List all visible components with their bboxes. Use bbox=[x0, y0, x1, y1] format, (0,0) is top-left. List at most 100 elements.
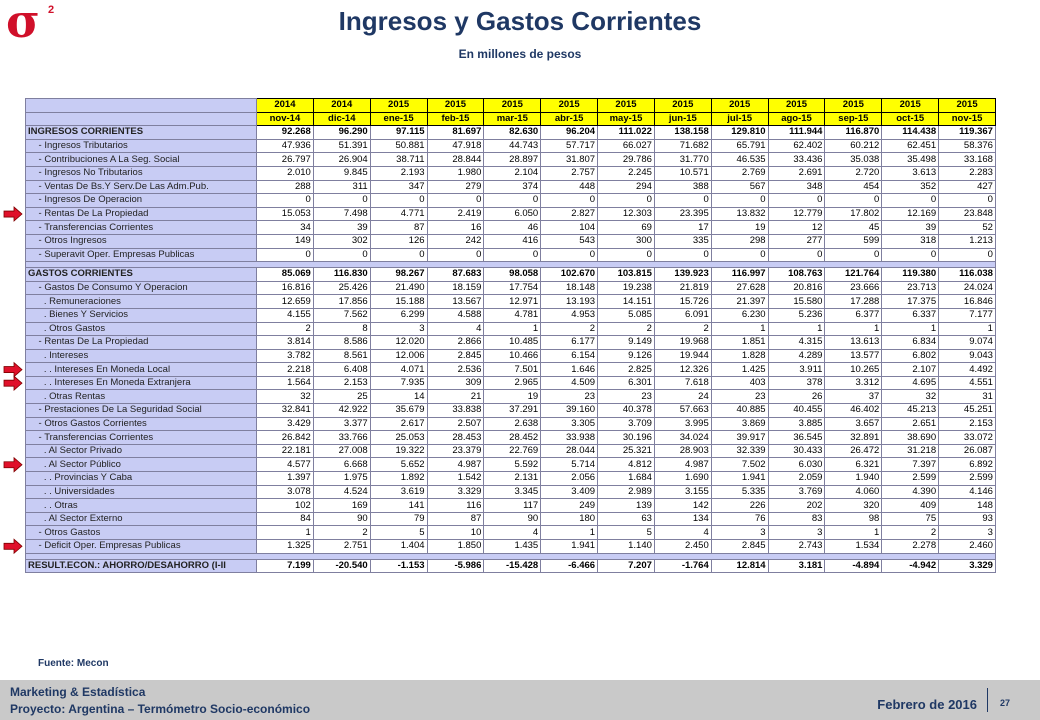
cell: 0 bbox=[767, 193, 826, 208]
page-number: 27 bbox=[1000, 698, 1011, 708]
cell: 20.816 bbox=[767, 280, 826, 296]
cell: 2 bbox=[597, 321, 655, 337]
cell: 0 bbox=[710, 247, 769, 263]
cell: 2.107 bbox=[881, 362, 940, 377]
cell: 3.429 bbox=[256, 416, 314, 432]
cell: 114.438 bbox=[881, 125, 940, 140]
cell: 4.492 bbox=[938, 362, 996, 377]
header-cell: mar-15 bbox=[483, 111, 542, 127]
cell: 1.850 bbox=[426, 539, 485, 554]
header-row: nov-14 dic-14 ene-15 feb-15 mar-15 abr-15 may-… bbox=[25, 111, 996, 127]
cell: 1.941 bbox=[710, 471, 769, 486]
cell: 12.006 bbox=[369, 348, 428, 364]
cell: 108.763 bbox=[767, 267, 826, 282]
cell: 7.498 bbox=[312, 206, 371, 222]
cell: 17.375 bbox=[881, 294, 940, 309]
cell: -1.764 bbox=[653, 558, 712, 574]
cell: 3.657 bbox=[824, 416, 883, 432]
cell: 3.305 bbox=[540, 416, 599, 432]
row-label: . Otros Gastos bbox=[25, 321, 257, 337]
row-label: - Gastos De Consumo Y Operacion bbox=[25, 280, 257, 296]
cell: 0 bbox=[369, 247, 428, 263]
cell: 2 bbox=[256, 321, 314, 337]
cell: 30.196 bbox=[597, 430, 655, 445]
cell: 96.204 bbox=[540, 125, 599, 140]
cell: 10.466 bbox=[483, 348, 542, 364]
cell: 3.345 bbox=[483, 484, 542, 500]
cell: 33.938 bbox=[540, 430, 599, 445]
cell: 26.087 bbox=[938, 443, 996, 459]
cell: 22.181 bbox=[256, 443, 314, 459]
cell: 2.059 bbox=[767, 471, 826, 486]
cell: 93 bbox=[938, 511, 996, 527]
cell: 4 bbox=[653, 525, 712, 540]
subtitle: En millones de pesos bbox=[458, 47, 582, 61]
cell: 98.267 bbox=[369, 267, 428, 282]
row-label: . Remuneraciones bbox=[25, 294, 257, 309]
table-row: . Otros Gastos 2 8 3 4 1 2 2 2 1 1 1 1 1 bbox=[25, 321, 996, 337]
header-cell: abr-15 bbox=[540, 111, 599, 127]
cell: 0 bbox=[597, 247, 655, 263]
cell: 12.971 bbox=[483, 294, 542, 309]
cell: 32 bbox=[881, 389, 940, 405]
cell: 71.682 bbox=[653, 138, 712, 154]
table-row: . Otras Rentas 32 25 14 21 19 23 23 24 23 26 37 32 31 bbox=[25, 389, 996, 405]
cell: 65.791 bbox=[710, 138, 769, 154]
cell: 44.743 bbox=[483, 138, 542, 154]
cell: 3 bbox=[369, 321, 428, 337]
cell: 5.714 bbox=[540, 457, 599, 473]
cell: 2 bbox=[653, 321, 712, 337]
cell: 17.754 bbox=[483, 280, 542, 296]
cell: 33.072 bbox=[938, 430, 996, 445]
cell: 15.580 bbox=[767, 294, 826, 309]
cell: 15.188 bbox=[369, 294, 428, 309]
cell: 3 bbox=[710, 525, 769, 540]
cell: 37 bbox=[824, 389, 883, 405]
cell: 1.828 bbox=[710, 348, 769, 364]
cell: 3.329 bbox=[938, 558, 996, 574]
cell: 138.158 bbox=[653, 125, 712, 140]
cell: 19.968 bbox=[653, 335, 712, 350]
row-label: . Al Sector Externo bbox=[25, 511, 257, 527]
cell: 33.766 bbox=[312, 430, 371, 445]
cell: 9.126 bbox=[597, 348, 655, 364]
cell: 6.892 bbox=[938, 457, 996, 473]
cell: 13.193 bbox=[540, 294, 599, 309]
cell: 40.378 bbox=[597, 403, 655, 418]
cell: 45.251 bbox=[938, 403, 996, 418]
highlight-arrow bbox=[3, 206, 23, 222]
cell: 57.717 bbox=[540, 138, 599, 154]
highlight-arrow bbox=[3, 361, 23, 378]
row-label: . Al Sector Privado bbox=[25, 443, 257, 459]
cell: 2.845 bbox=[426, 348, 485, 364]
cell: 279 bbox=[426, 179, 485, 195]
cell: 3.885 bbox=[767, 416, 826, 432]
cell: 5 bbox=[597, 525, 655, 540]
row-label: . . Universidades bbox=[25, 484, 257, 500]
header-cell: 2014 bbox=[312, 98, 371, 113]
header-cell: sep-15 bbox=[824, 111, 883, 127]
cell: 2.651 bbox=[881, 416, 940, 432]
cell: -15.428 bbox=[483, 558, 542, 574]
cell: 6.337 bbox=[881, 307, 940, 323]
cell: 24 bbox=[653, 389, 712, 405]
row-label: . . Provincias Y Caba bbox=[25, 471, 257, 486]
cell: 1.684 bbox=[597, 471, 655, 486]
cell: 2.131 bbox=[483, 471, 542, 486]
header-row: 2014 2014 2015 2015 2015 2015 2015 2015 2015 2015… bbox=[25, 98, 996, 113]
row-label: . Al Sector Público bbox=[25, 457, 257, 473]
logo-superscript: 2 bbox=[48, 4, 55, 16]
table-row: - Otros Gastos 1 2 5 10 4 1 5 4 3 3 1 2 3 bbox=[25, 525, 996, 540]
cell: 0 bbox=[540, 247, 599, 263]
row-label: . Intereses bbox=[25, 348, 257, 364]
cell: 3.155 bbox=[653, 484, 712, 500]
cell: 0 bbox=[938, 193, 996, 208]
cell: 19 bbox=[483, 389, 542, 405]
cell: 52 bbox=[938, 220, 996, 235]
cell: 28.897 bbox=[483, 152, 542, 167]
header-cell: 2015 bbox=[653, 98, 712, 113]
cell: 31.770 bbox=[653, 152, 712, 167]
header-cell: 2015 bbox=[881, 98, 940, 113]
cell: 38.690 bbox=[881, 430, 940, 445]
